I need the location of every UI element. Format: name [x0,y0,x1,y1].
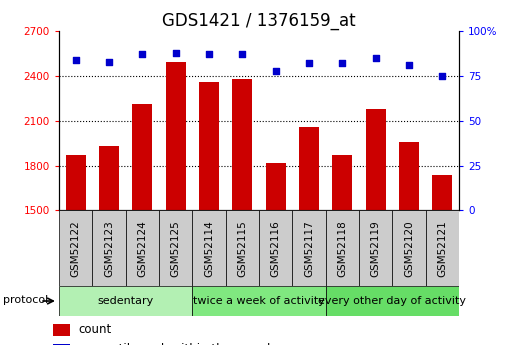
Text: GSM52121: GSM52121 [438,220,447,277]
Text: twice a week of activity: twice a week of activity [193,296,325,306]
Point [371,55,380,61]
Text: GSM52117: GSM52117 [304,220,314,277]
Text: GSM52120: GSM52120 [404,220,414,277]
Bar [166,62,186,345]
Bar [332,155,352,345]
Bar [326,210,359,286]
Bar [326,286,459,316]
Bar [192,286,326,316]
Text: protocol: protocol [3,295,48,305]
Bar [432,175,452,345]
Text: GSM52115: GSM52115 [238,220,247,277]
Text: percentile rank within the sample: percentile rank within the sample [78,343,278,345]
Bar [232,79,252,345]
Bar [292,210,326,286]
Bar [366,109,386,345]
Text: GSM52114: GSM52114 [204,220,214,277]
Bar [266,162,286,345]
Text: every other day of activity: every other day of activity [319,296,466,306]
Bar [66,155,86,345]
Bar [59,286,192,316]
Bar [59,210,92,286]
Bar [259,210,292,286]
Point [271,68,280,73]
Bar [92,210,126,286]
Text: GSM52118: GSM52118 [338,220,347,277]
Bar [392,210,426,286]
Bar [226,210,259,286]
Text: GSM52122: GSM52122 [71,220,81,277]
Bar [53,344,70,345]
Point [205,52,213,57]
Point [305,61,313,66]
Bar [126,210,159,286]
Bar [199,82,219,345]
Text: GSM52123: GSM52123 [104,220,114,277]
Point [438,73,446,79]
Text: sedentary: sedentary [97,296,154,306]
Bar [399,142,419,345]
Bar [299,127,319,345]
Point [405,62,413,68]
Point [238,52,246,57]
Bar [99,146,119,345]
Bar [53,324,70,336]
Bar [359,210,392,286]
Bar [426,210,459,286]
Text: GSM52125: GSM52125 [171,220,181,277]
Text: GSM52124: GSM52124 [137,220,147,277]
Point [338,61,346,66]
Point [138,52,146,57]
Text: GSM52119: GSM52119 [371,220,381,277]
Text: GSM52116: GSM52116 [271,220,281,277]
Point [105,59,113,64]
Point [71,57,80,62]
Text: count: count [78,323,111,336]
Point [171,50,180,55]
Bar [159,210,192,286]
Bar [132,104,152,345]
Bar [192,210,226,286]
Title: GDS1421 / 1376159_at: GDS1421 / 1376159_at [162,12,356,30]
